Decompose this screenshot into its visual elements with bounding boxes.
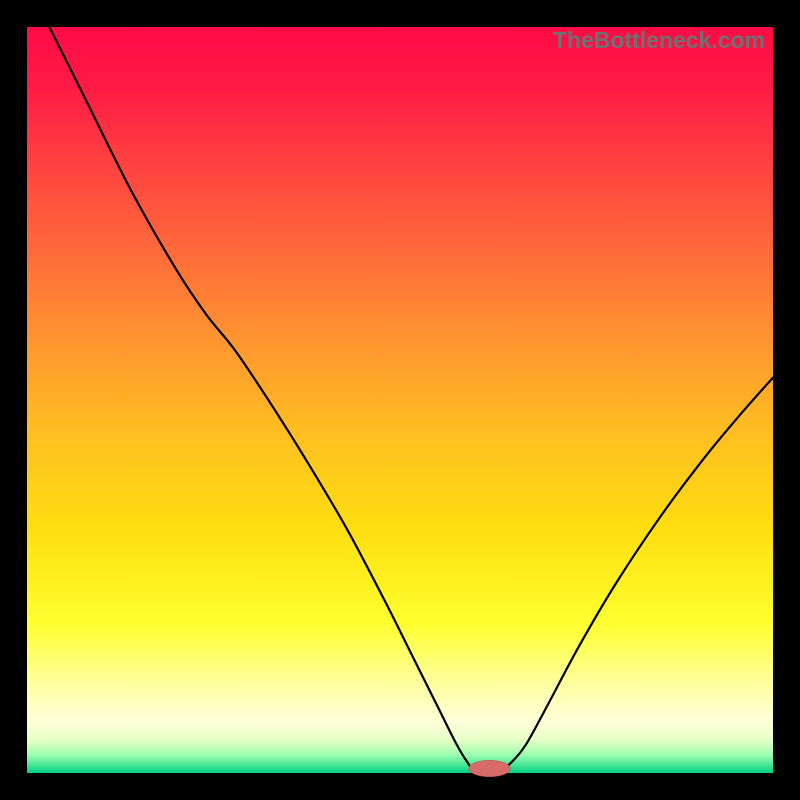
chart-frame: TheBottleneck.com: [0, 0, 800, 800]
plot-background: [27, 27, 773, 773]
chart-svg: [0, 0, 800, 800]
optimum-marker: [469, 760, 511, 776]
watermark-text: TheBottleneck.com: [553, 27, 765, 54]
